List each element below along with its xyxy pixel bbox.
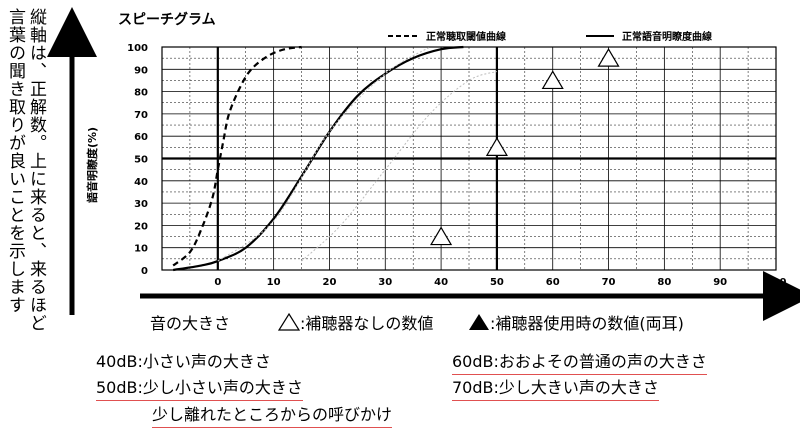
unaided-marker-3 xyxy=(597,47,620,67)
left-caption-line-2: 言葉の聞き取りが良いことを示します xyxy=(5,8,25,314)
note-40db-desc: :小さい声の大きさ xyxy=(137,352,271,371)
note-40db-level: 40dB xyxy=(96,352,138,371)
note-50db-desc: :少し小さい声の大きさ xyxy=(137,378,303,397)
y-tick-label: 100 xyxy=(127,43,148,54)
note-60db-level: 60dB xyxy=(452,352,494,371)
chart-title: スピーチグラム xyxy=(118,11,216,28)
y-tick-label: 20 xyxy=(134,221,148,232)
series-lines xyxy=(172,45,498,272)
series-line-0 xyxy=(172,45,302,267)
x-tick-label: 30 xyxy=(378,277,392,288)
markers xyxy=(430,47,620,246)
x-tick-label: 90 xyxy=(713,277,727,288)
y-tick-label: 50 xyxy=(134,155,148,166)
y-tick-label: 0 xyxy=(141,266,148,277)
unaided-marker-1 xyxy=(485,137,508,156)
legend-unaided: :補聴器なしの数値 xyxy=(277,310,434,334)
note-70db: 70dB:少し大きい声の大きさ xyxy=(452,374,659,401)
y-tick-label: 30 xyxy=(134,199,148,210)
x-tick-label: 20 xyxy=(322,277,336,288)
legend-unaided-label: :補聴器なしの数値 xyxy=(300,314,434,333)
legend-aided-label: :補聴器使用時の数値(両耳) xyxy=(490,314,684,333)
x-tick-label: 60 xyxy=(546,277,560,288)
note-50db: 50dB:少し小さい声の大きさ xyxy=(96,374,303,401)
x-axis-label: 音の大きさ xyxy=(150,314,231,333)
note-70db-level: 70dB xyxy=(452,378,494,397)
note-50db-level: 50dB xyxy=(96,378,138,397)
x-tick-label: 50 xyxy=(490,277,504,288)
left-caption: 縦軸は、正解数。上に来ると、来るほど 言葉の聞き取りが良いことを示します xyxy=(4,8,46,338)
x-tick-label: 0 xyxy=(214,277,221,288)
note-40db: 40dB:小さい声の大きさ xyxy=(96,348,271,372)
y-tick-label: 90 xyxy=(134,65,148,76)
note-70db-desc: :少し大きい声の大きさ xyxy=(493,378,659,397)
x-tick-label: 40 xyxy=(434,277,448,288)
y-tick-label: 10 xyxy=(134,244,148,255)
note-50db-extra: 少し離れたところからの呼びかけ xyxy=(152,401,393,428)
y-tick-label: 80 xyxy=(134,88,148,99)
unaided-marker-0 xyxy=(430,226,453,246)
tick-labels: 0 10 20 30 40 50 60 70 80 90 100 0 10 20 30 40 50 60 70 80 9… xyxy=(127,43,786,288)
series-line-2 xyxy=(217,46,431,262)
note-60db: 60dB:おおよその普通の声の大きさ xyxy=(452,348,707,375)
y-tick-label: 70 xyxy=(134,110,148,121)
grid xyxy=(161,46,777,271)
legend-dashed-label: 正常聴取閾値曲線 xyxy=(426,30,506,43)
note-60db-desc: :おおよその普通の声の大きさ xyxy=(493,352,707,371)
x-tick-label: 80 xyxy=(657,277,671,288)
legend-solid-label: 正常語音明瞭度曲線 xyxy=(622,30,712,43)
y-tick-label: 40 xyxy=(134,177,148,188)
x-tick-label: 100 xyxy=(766,277,787,288)
left-caption-line-1: 縦軸は、正解数。上に来ると、来るほど xyxy=(26,8,46,332)
filled-triangle-icon xyxy=(469,314,489,330)
x-tick-label: 10 xyxy=(267,277,281,288)
xlabel-legend-row: 音の大きさ xyxy=(150,310,230,334)
x-tick-label: 70 xyxy=(602,277,616,288)
legend-aided: :補聴器使用時の数値(両耳) xyxy=(468,310,684,334)
unaided-marker-2 xyxy=(541,70,564,90)
open-triangle-icon xyxy=(277,312,301,331)
y-tick-label: 60 xyxy=(134,132,148,143)
series-line-3 xyxy=(301,71,498,262)
y-axis-label: 語音明瞭度(%) xyxy=(85,127,99,203)
note-50db-extra-desc: 少し離れたところからの呼びかけ xyxy=(152,405,393,424)
